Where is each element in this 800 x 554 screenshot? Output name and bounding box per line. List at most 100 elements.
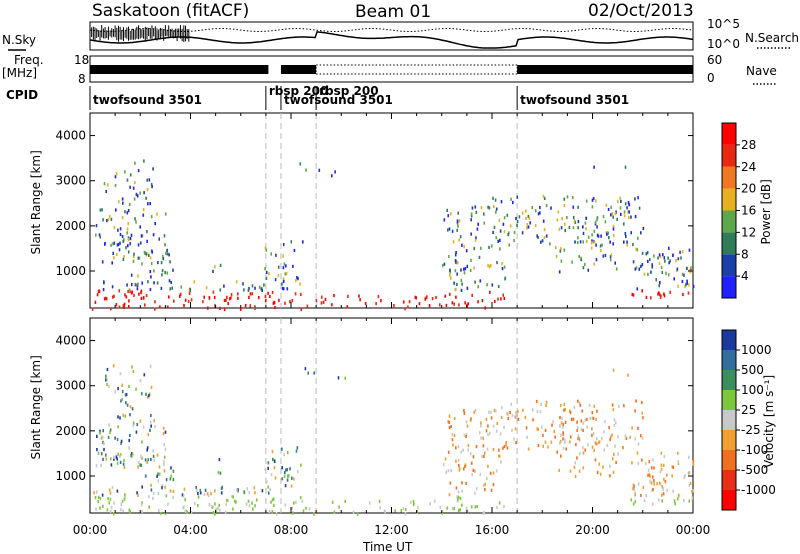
rti-cell [246,503,248,506]
rti-cell [150,288,152,291]
rti-cell [468,444,470,447]
rti-cell [146,179,148,182]
rti-cell [163,427,165,430]
rti-cell [105,190,107,193]
rti-cell [159,465,161,468]
rti-cell [660,470,662,473]
rti-cell [141,234,143,237]
rti-cell [229,297,231,300]
rti-cell [559,441,561,444]
rti-cell [459,467,461,470]
rti-cell [295,501,297,504]
station-title: Saskatoon (fitACF) [92,1,249,21]
rti-cell [283,243,285,246]
rti-cell [130,173,132,176]
rti-cell [638,482,640,485]
rti-cell [449,269,451,272]
rti-cell [284,475,286,478]
colorbar-swatch [722,370,736,390]
rti-cell [455,269,457,272]
rti-cell [96,224,98,227]
rti-cell [283,280,285,283]
rti-cell [153,269,155,272]
rti-cell [112,252,114,255]
colorbar-swatch [722,145,736,167]
rti-cell [444,218,446,221]
rti-cell [123,459,125,462]
rti-cell [134,217,136,220]
rti-cell [325,298,327,301]
rti-cell [544,228,546,231]
rti-cell [610,258,612,261]
rti-cell [443,463,445,466]
rti-cell [112,486,114,489]
rti-cell [608,208,610,211]
rti-cell [628,216,630,219]
rti-cell [112,285,114,288]
rti-cell [197,504,199,507]
rti-cell [96,464,98,467]
rti-cell [588,269,590,272]
rti-cell [149,178,151,181]
rti-cell [595,418,597,421]
rti-cell [129,242,131,245]
rti-cell [661,499,663,502]
rti-cell [153,419,155,422]
rti-cell [148,254,150,257]
nsky-label: N.Sky [2,33,36,47]
rti-cell [483,512,485,515]
rti-cell [499,247,501,250]
rti-cell [440,506,442,509]
colorbar-swatch [722,350,736,370]
rti-cell [219,307,221,310]
rti-cell [561,226,563,229]
rti-cell [664,294,666,297]
rti-cell [185,299,187,302]
rti-cell [609,465,611,468]
rti-cell [692,496,694,499]
rti-cell [550,207,552,210]
rti-cell [613,408,615,411]
rti-cell [464,465,466,468]
rti-cell [545,404,547,407]
rti-cell [609,474,611,477]
rti-cell [688,292,690,295]
rti-cell [164,456,166,459]
rti-cell [166,249,168,252]
rti-cell [273,497,275,500]
rti-cell [452,230,454,233]
rti-cell [461,244,463,247]
rti-cell [300,162,302,165]
rti-cell [121,398,123,401]
rti-cell [107,183,109,186]
rti-cell [167,502,169,505]
rti-cell [642,252,644,255]
rti-cell [112,296,114,299]
rti-cell [492,231,494,234]
rti-cell [292,299,294,302]
colorbar-swatch [722,470,736,490]
rti-cell [611,434,613,437]
rti-cell [334,511,336,514]
rti-cell [268,461,270,464]
rti-cell [499,501,501,504]
rti-cell [141,282,143,285]
rti-cell [596,258,598,261]
rti-cell [490,472,492,475]
rti-cell [657,256,659,259]
rti-cell [150,275,152,278]
rti-cell [115,208,117,211]
rti-cell [645,494,647,497]
cpid-bar: twofsound 3501rbsp 200twofsound 3501rbsp… [90,84,629,110]
rti-cell [509,411,511,414]
rti-cell [252,507,254,510]
rti-cell [265,295,267,298]
rti-cell [140,455,142,458]
rti-cell [675,259,677,262]
rti-cell [487,448,489,451]
rti-cell [507,446,509,449]
rti-cell [467,425,469,428]
rti-cell [106,383,108,386]
time-axis: 00:00 04:00 08:00 12:00 16:00 20:00 00:00 [73,523,711,537]
rti-cell [574,219,576,222]
